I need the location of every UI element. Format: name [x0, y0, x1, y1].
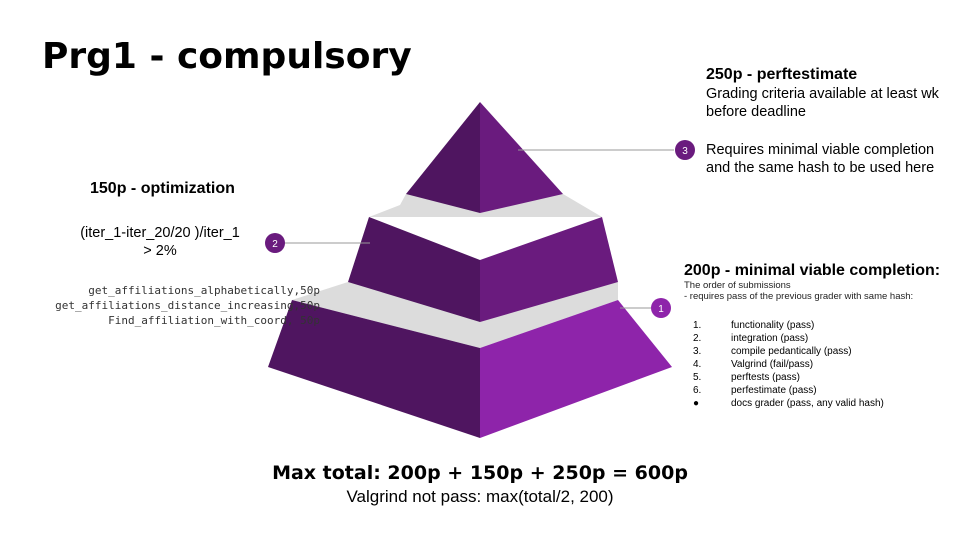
tier2-function-list: get_affiliations_alphabetically,50p get_…	[0, 283, 320, 328]
list-item-number: 2.	[693, 333, 702, 344]
list-item-text: perfestimate (pass)	[731, 385, 817, 396]
list-item-number: 5.	[693, 372, 702, 383]
page-title: Prg1 - compulsory	[42, 36, 412, 77]
list-item-text: functionality (pass)	[731, 320, 815, 331]
tier1-description: 200p - minimal viable completion: The or…	[684, 262, 954, 302]
list-item: 5. perftests (pass)	[693, 371, 953, 384]
tier2-function-item: get_affiliations_distance_increasing,50p	[55, 299, 320, 312]
list-item-text: Valgrind (fail/pass)	[731, 359, 814, 370]
list-item: 3. compile pedantically (pass)	[693, 345, 953, 358]
list-item: ● docs grader (pass, any valid hash)	[693, 397, 953, 410]
bullet-icon: ●	[693, 398, 700, 409]
list-item-text: integration (pass)	[731, 333, 809, 344]
badge-3: 3	[675, 140, 695, 160]
middle-tier-right-face	[480, 217, 618, 322]
list-item-text: perftests (pass)	[731, 372, 800, 383]
top-tier-right-face	[480, 102, 563, 213]
bottom-tier-right-face	[480, 300, 672, 438]
tier3-req1: Requires minimal viable completion	[706, 142, 935, 158]
list-item-text: docs grader (pass, any valid hash)	[731, 398, 884, 409]
tier1-grader-list: 1. functionality (pass) 2. integration (pa…	[693, 319, 953, 410]
tier3-line1: Grading criteria available at least wk	[706, 86, 939, 102]
badge-2-label: 2	[272, 239, 278, 250]
tier3-req2: and the same hash to be used here	[706, 160, 935, 176]
list-item: 2. integration (pass)	[693, 332, 953, 345]
list-item-number: 6.	[693, 385, 702, 396]
tier2-function-item: get_affiliations_alphabetically,50p	[88, 284, 320, 297]
badge-1-label: 1	[658, 304, 664, 315]
tier3-line2: before deadline	[706, 104, 806, 120]
tier3-header: 250p - perftestimate	[706, 66, 858, 83]
list-item-number: 3.	[693, 346, 702, 357]
tier2-header: 150p - optimization	[90, 180, 235, 197]
list-item-number: 4.	[693, 359, 702, 370]
bottom-tier-left-face	[268, 300, 480, 438]
list-item-number: 1.	[693, 320, 702, 331]
tier1-sub2: - requires pass of the previous grader w…	[684, 291, 914, 302]
top-tier-left-face	[406, 102, 480, 213]
max-total: Max total: 200p + 150p + 250p = 600p	[272, 462, 688, 484]
tier2-formula: (iter_1-iter_20/20 )/iter_1 > 2%	[40, 224, 280, 260]
list-item: 1. functionality (pass)	[693, 319, 953, 332]
tier2-formula-line1: (iter_1-iter_20/20 )/iter_1	[80, 225, 240, 241]
badge-3-label: 3	[682, 146, 688, 157]
tier1-sub1: The order of submissions	[684, 280, 791, 291]
badge-1: 1	[651, 298, 671, 318]
badge-2: 2	[265, 233, 285, 253]
tier1-header: 200p - minimal viable completion:	[684, 262, 941, 279]
list-item: 4. Valgrind (fail/pass)	[693, 358, 953, 371]
tier3-requirement: Requires minimal viable completion and t…	[706, 141, 956, 177]
tier3-description: 250p - perftestimate Grading criteria av…	[706, 66, 960, 121]
tier2-function-item: Find_affiliation_with_coord, 50p	[108, 314, 320, 327]
tier2-formula-line2: > 2%	[143, 243, 177, 259]
middle-tier-left-face	[348, 217, 480, 322]
valgrind-note: Valgrind not pass: max(total/2, 200)	[346, 487, 614, 506]
list-item: 6. perfestimate (pass)	[693, 384, 953, 397]
list-item-text: compile pedantically (pass)	[731, 346, 852, 357]
